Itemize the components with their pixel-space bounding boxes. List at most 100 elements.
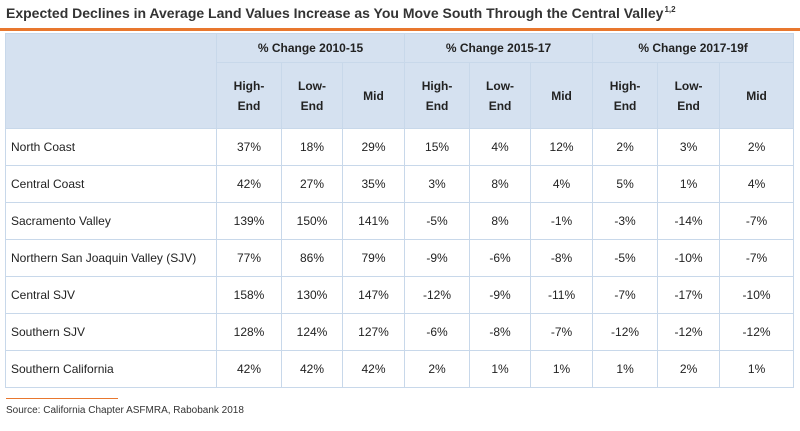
value-cell: -9% xyxy=(469,276,532,314)
value-cell: 79% xyxy=(341,239,406,277)
sub-column-header-line: Mid xyxy=(746,88,767,103)
value-cell: -3% xyxy=(592,202,659,240)
sub-column-header: Low- End xyxy=(469,62,532,129)
value-cell: -5% xyxy=(592,239,659,277)
value-cell: 77% xyxy=(216,239,282,277)
value-cell: 42% xyxy=(281,350,343,388)
table-row: Central Coast 42% 27% 35% 3% 8% 4% 5% 1% 4% xyxy=(5,165,795,203)
sub-column-header-line: Low- xyxy=(674,78,703,93)
value-cell: 4% xyxy=(469,128,532,166)
value-cell: -10% xyxy=(657,239,721,277)
sub-column-header-line: End xyxy=(237,98,261,113)
table-row: Central SJV 158% 130% 147% -12% -9% -11% -7% -17… xyxy=(5,276,795,314)
value-cell: 1% xyxy=(469,350,532,388)
value-cell: -5% xyxy=(404,202,471,240)
value-cell: -8% xyxy=(530,239,594,277)
value-cell: 130% xyxy=(281,276,343,314)
sub-column-header-line: High- xyxy=(233,78,265,93)
value-cell: -12% xyxy=(657,313,721,351)
table-row: North Coast 37% 18% 29% 15% 4% 12% 2% 3% 2% xyxy=(5,128,795,166)
column-group-header-row: % Change 2010-15% Change 2015-17% Change… xyxy=(5,33,795,129)
value-cell: -7% xyxy=(530,313,594,351)
value-cell: -7% xyxy=(719,239,795,277)
value-cell: 147% xyxy=(341,276,406,314)
column-group-header: % Change 2015-17 xyxy=(404,33,594,63)
value-cell: -12% xyxy=(719,313,795,351)
value-cell: -9% xyxy=(404,239,471,277)
title-footnote-marker: 1,2 xyxy=(664,5,676,14)
region-cell: Southern SJV xyxy=(5,313,217,351)
table-row: Southern California 42% 42% 42% 2% 1% 1% 1% 2% 1% xyxy=(5,350,795,388)
region-cell: Northern San Joaquin Valley (SJV) xyxy=(5,239,217,277)
value-cell: -11% xyxy=(530,276,594,314)
sub-column-header: Low- End xyxy=(657,62,721,129)
sub-column-header: Mid xyxy=(341,62,406,129)
title-accent-rule xyxy=(0,28,800,31)
value-cell: 35% xyxy=(341,165,406,203)
sub-column-header-line: End xyxy=(488,98,512,113)
sub-column-header-line: Mid xyxy=(363,88,384,103)
value-cell: 4% xyxy=(719,165,795,203)
value-cell: -7% xyxy=(592,276,659,314)
sub-column-header: Mid xyxy=(719,62,795,129)
value-cell: 1% xyxy=(530,350,594,388)
value-cell: 42% xyxy=(216,350,282,388)
value-cell: -1% xyxy=(530,202,594,240)
column-group-header: % Change 2010-15 xyxy=(215,33,406,63)
value-cell: 158% xyxy=(216,276,282,314)
sub-column-header-line: High- xyxy=(609,78,641,93)
value-cell: 2% xyxy=(404,350,471,388)
region-cell: North Coast xyxy=(5,128,217,166)
value-cell: -8% xyxy=(469,313,532,351)
value-cell: -7% xyxy=(719,202,795,240)
region-cell: Central Coast xyxy=(5,165,217,203)
table-row: Southern SJV 128% 124% 127% -6% -8% -7% -12% -12… xyxy=(5,313,795,351)
value-cell: 5% xyxy=(592,165,659,203)
value-cell: 1% xyxy=(592,350,659,388)
sub-column-header-line: High- xyxy=(421,78,453,93)
value-cell: 86% xyxy=(281,239,343,277)
value-cell: 2% xyxy=(592,128,659,166)
value-cell: -12% xyxy=(592,313,659,351)
table-row: Sacramento Valley 139% 150% 141% -5% 8% -1% -3%… xyxy=(5,202,795,240)
value-cell: 4% xyxy=(530,165,594,203)
value-cell: 128% xyxy=(216,313,282,351)
sub-column-header-line: End xyxy=(300,98,324,113)
value-cell: 15% xyxy=(404,128,471,166)
sub-column-header: High- End xyxy=(592,62,659,129)
table-row: Northern San Joaquin Valley (SJV) 77% 86% 7… xyxy=(5,239,795,277)
sub-column-header-line: Mid xyxy=(551,88,572,103)
chart-title: Expected Declines in Average Land Values… xyxy=(6,5,676,21)
value-cell: 127% xyxy=(341,313,406,351)
sub-column-header: High- End xyxy=(216,62,282,129)
sub-column-header-line: End xyxy=(425,98,449,113)
value-cell: 18% xyxy=(281,128,343,166)
value-cell: 37% xyxy=(216,128,282,166)
sub-column-header-row: High- End Low- End Mid High- End Low- End Mid High… xyxy=(6,62,795,129)
value-cell: 150% xyxy=(281,202,343,240)
value-cell: 3% xyxy=(657,128,721,166)
sub-column-header-line: End xyxy=(613,98,637,113)
value-cell: 8% xyxy=(469,165,532,203)
value-cell: 1% xyxy=(657,165,721,203)
value-cell: 2% xyxy=(719,128,795,166)
sub-column-header: Low- End xyxy=(281,62,343,129)
value-cell: -10% xyxy=(719,276,795,314)
value-cell: 42% xyxy=(216,165,282,203)
value-cell: 27% xyxy=(281,165,343,203)
value-cell: 2% xyxy=(657,350,721,388)
value-cell: -12% xyxy=(404,276,471,314)
value-cell: -6% xyxy=(404,313,471,351)
value-cell: 141% xyxy=(341,202,406,240)
value-cell: -14% xyxy=(657,202,721,240)
value-cell: -17% xyxy=(657,276,721,314)
value-cell: 1% xyxy=(719,350,795,388)
value-cell: 3% xyxy=(404,165,471,203)
sub-column-header: Mid xyxy=(530,62,594,129)
value-cell: 139% xyxy=(216,202,282,240)
sub-column-header-line: End xyxy=(677,98,700,113)
value-cell: -6% xyxy=(469,239,532,277)
value-cell: 12% xyxy=(530,128,594,166)
source-accent-rule xyxy=(6,398,118,399)
value-cell: 8% xyxy=(469,202,532,240)
